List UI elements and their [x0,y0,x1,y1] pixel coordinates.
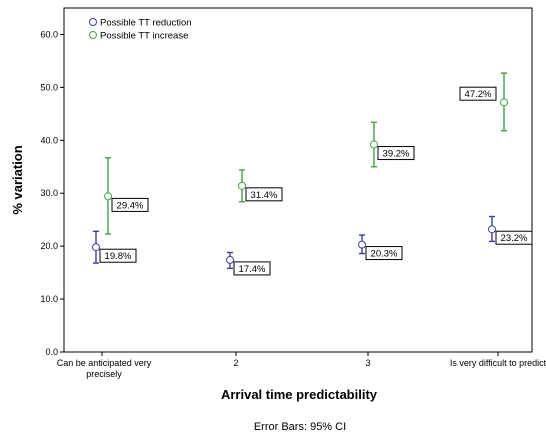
x-tick-label: 2 [233,358,238,368]
legend-label: Possible TT reduction [100,18,192,29]
y-tick-label: 10.0 [40,294,58,304]
data-label-box [245,187,283,202]
data-label: 31.4% [251,190,278,201]
x-axis-title: Arrival time predictability [221,387,378,402]
data-point [104,192,112,201]
data-label: 29.4% [117,200,144,211]
data-label-box [111,197,149,212]
data-label: 17.4% [239,264,266,275]
data-label: 39.2% [383,149,410,160]
x-tick-label: 3 [365,358,370,368]
data-label-box [233,261,271,276]
y-tick-label: 0.0 [45,347,58,357]
data-point [92,243,100,252]
data-label: 19.8% [105,251,132,262]
data-label-box [365,246,403,261]
y-tick-label: 20.0 [40,241,58,251]
error-bars-note: Error Bars: 95% CI [254,421,346,433]
x-tick-label: Can be anticipated very precisely [57,358,152,379]
y-tick-label: 50.0 [40,82,58,92]
marks: 19.8% 17.4% 20.3% 23.2% 29.4% 31.4% 39.2% 47.2% [92,72,533,276]
legend-marker [89,18,97,26]
data-label: 20.3% [371,249,398,260]
data-label: 47.2% [465,89,492,100]
y-axis-title: % variation [10,145,25,214]
data-point [370,140,378,149]
y-tick-label: 30.0 [40,188,58,198]
plot-frame [63,7,533,353]
legend: Possible TT reduction Possible TT increas… [89,18,192,42]
legend-label: Possible TT increase [100,31,188,42]
y-tick-label: 60.0 [40,29,58,39]
data-label-box [377,146,415,161]
data-point [488,225,496,234]
data-point [238,181,246,190]
data-label-box [99,248,137,263]
data-point [358,240,366,249]
x-tick-label: Is very difficult to predict [450,358,546,368]
data-label: 23.2% [501,233,528,244]
data-label-box [459,86,497,101]
data-label-box [495,230,533,245]
y-tick-label: 40.0 [40,135,58,145]
data-point [226,255,234,264]
legend-marker [89,31,97,39]
data-point [500,98,508,107]
axes: 0.0 10.0 20.0 30.0 40.0 50.0 60.0 Can be antici… [40,7,546,379]
